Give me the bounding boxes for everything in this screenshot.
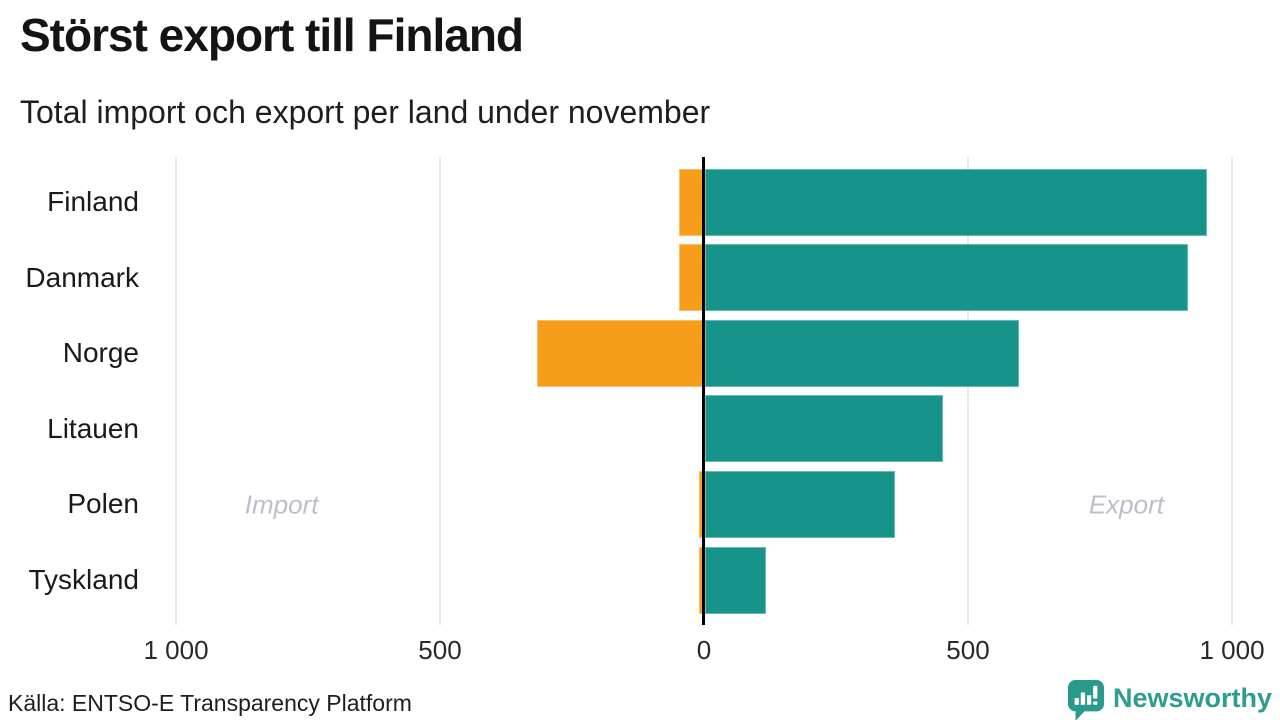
import-bar-polen <box>698 470 703 538</box>
gridline <box>439 157 441 625</box>
x-tick-label: 1 000 <box>1199 635 1265 665</box>
x-tick-label: 1 000 <box>143 635 209 665</box>
category-label-finland: Finland <box>47 186 139 217</box>
annotation-import: Import <box>244 489 319 520</box>
import-bar-finland <box>679 168 703 236</box>
export-bar-norge <box>705 319 1020 387</box>
chart-subtitle: Total import och export per land under n… <box>20 94 711 130</box>
import-bar-danmark <box>679 244 703 312</box>
category-label-danmark: Danmark <box>25 261 139 293</box>
x-tick-label: 500 <box>418 635 462 665</box>
source-note: Källa: ENTSO-E Transparency Platform <box>8 690 412 716</box>
x-tick-label: 500 <box>946 635 990 665</box>
import-bar-tyskland <box>698 546 703 614</box>
category-label-polen: Polen <box>67 488 139 520</box>
category-label-tyskland: Tyskland <box>28 564 140 595</box>
gridline <box>175 157 177 625</box>
category-label-norge: Norge <box>62 337 139 369</box>
newsworthy-logo-text: Newsworthy <box>1112 683 1272 713</box>
export-bar-polen <box>705 470 896 538</box>
import-bar-norge <box>536 319 703 387</box>
category-label-litauen: Litauen <box>47 412 139 444</box>
export-bar-litauen <box>705 395 943 463</box>
chart-title: Störst export till Finland <box>20 9 524 61</box>
x-tick-label: 0 <box>696 635 712 665</box>
gridline <box>967 157 969 625</box>
annotation-export: Export <box>1088 489 1164 520</box>
export-bar-finland <box>705 168 1207 236</box>
gridline <box>1231 157 1233 625</box>
newsworthy-bubble-chart-icon <box>1067 679 1105 720</box>
newsworthy-logo: Newsworthy <box>1067 679 1272 720</box>
zero-axis-line <box>702 157 705 625</box>
export-bar-danmark <box>705 244 1189 312</box>
export-bar-tyskland <box>705 546 766 614</box>
